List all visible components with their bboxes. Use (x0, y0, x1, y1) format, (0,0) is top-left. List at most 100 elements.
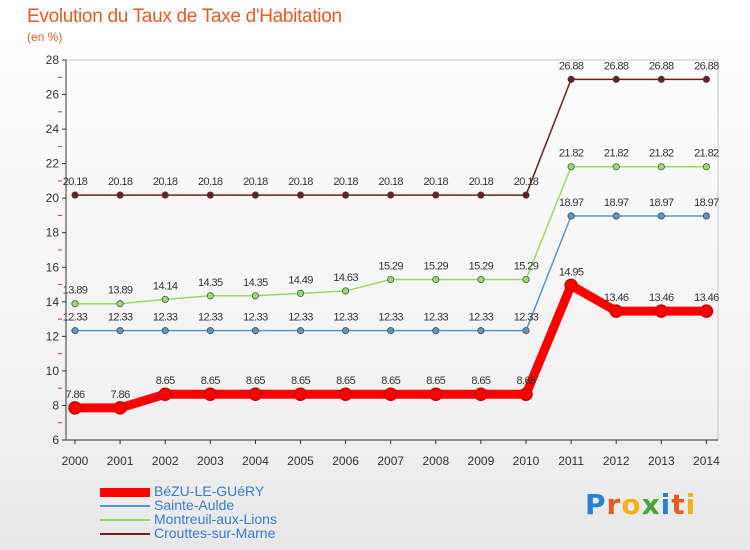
data-point (68, 401, 82, 415)
data-point (251, 292, 259, 300)
data-point (206, 327, 214, 335)
data-label: 14.49 (288, 274, 313, 286)
data-point (477, 327, 485, 335)
data-label: 20.18 (469, 176, 494, 188)
data-point (161, 191, 169, 199)
data-point (116, 191, 124, 199)
y-tick-label: 12 (46, 329, 60, 343)
x-tick-label: 2005 (287, 454, 314, 468)
data-label: 13.46 (649, 292, 674, 304)
data-label: 14.14 (153, 280, 178, 292)
data-point (567, 212, 575, 220)
data-point (248, 387, 263, 401)
data-label: 12.33 (288, 312, 313, 324)
data-point (654, 304, 669, 318)
y-tick-label: 8 (52, 398, 59, 412)
data-label: 26.88 (649, 60, 674, 72)
data-label: 8.65 (201, 375, 220, 387)
data-point (387, 275, 395, 284)
data-label: 12.33 (424, 312, 449, 324)
data-label: 8.65 (516, 375, 535, 387)
x-tick-label: 2008 (422, 454, 449, 468)
data-label: 21.82 (694, 148, 719, 160)
y-tick-label: 24 (46, 122, 60, 136)
logo-letter: x (641, 488, 661, 521)
page-subtitle: (en %) (27, 30, 63, 44)
data-label: 18.97 (559, 197, 584, 209)
data-point (522, 191, 530, 199)
legend-item: BéZU-LE-GUéRY (100, 483, 360, 499)
data-point (657, 75, 665, 83)
data-label: 8.65 (291, 375, 310, 387)
data-point (158, 387, 172, 401)
data-label: 20.18 (63, 176, 88, 188)
x-tick-label: 2000 (62, 454, 89, 468)
data-label: 26.88 (604, 60, 629, 72)
data-label: 12.33 (469, 312, 494, 324)
data-label: 12.33 (378, 312, 403, 324)
data-label: 20.18 (288, 176, 313, 188)
data-point (609, 304, 623, 318)
x-tick-label: 2011 (558, 454, 584, 468)
x-tick-label: 2001 (107, 454, 134, 468)
data-point (702, 163, 710, 171)
data-point (116, 327, 124, 335)
page-title: Evolution du Taux de Taxe d'Habitation (27, 6, 342, 27)
data-point (612, 75, 620, 83)
data-label: 14.95 (559, 266, 584, 278)
data-point (342, 327, 350, 335)
data-label: 8.65 (336, 375, 355, 387)
data-label: 20.18 (424, 176, 449, 188)
y-tick-label: 10 (46, 364, 60, 378)
data-label: 26.88 (694, 60, 719, 72)
legend-label: Montreuil-aux-Lions (154, 511, 277, 527)
data-label: 12.33 (333, 312, 358, 324)
data-point (432, 327, 440, 335)
data-label: 12.33 (153, 312, 178, 324)
x-tick-label: 2013 (648, 454, 675, 468)
data-point (71, 327, 79, 335)
legend-item: Sainte-Aulde (100, 497, 360, 513)
logo-letter: i (660, 488, 672, 521)
y-tick-label: 20 (46, 191, 60, 205)
y-tick-label: 14 (46, 295, 60, 309)
data-point (567, 75, 575, 83)
data-label: 8.65 (246, 375, 265, 387)
data-point (564, 278, 578, 293)
logo-letter: o (621, 488, 642, 521)
data-point (567, 163, 575, 171)
data-label: 20.18 (243, 176, 268, 188)
y-tick-label: 28 (46, 53, 60, 67)
data-point (432, 275, 440, 284)
data-point (702, 212, 710, 220)
data-label: 21.82 (649, 148, 674, 160)
data-label: 21.82 (559, 148, 584, 160)
data-label: 15.29 (469, 261, 494, 273)
data-point (251, 327, 259, 335)
data-label: 8.65 (381, 375, 400, 387)
data-label: 20.18 (108, 176, 133, 188)
data-label: 15.29 (514, 261, 539, 273)
data-label: 12.33 (243, 312, 268, 324)
y-tick-label: 18 (46, 226, 60, 240)
data-point (338, 387, 353, 401)
logo-letter: t (671, 488, 686, 521)
data-point (206, 191, 214, 199)
data-point (387, 191, 395, 199)
legend-swatch (100, 519, 150, 521)
data-point (522, 275, 530, 284)
data-point (477, 275, 485, 284)
data-label: 18.97 (604, 197, 629, 209)
data-label: 14.63 (333, 272, 358, 284)
data-label: 13.89 (108, 285, 133, 297)
x-tick-label: 2007 (377, 454, 404, 468)
data-point (702, 75, 710, 83)
data-point (699, 304, 714, 318)
data-label: 12.33 (198, 312, 223, 324)
data-point (296, 327, 305, 335)
logo-letter: r (606, 488, 622, 521)
data-point (519, 387, 533, 401)
data-label: 7.86 (65, 389, 84, 401)
data-label: 13.89 (63, 285, 88, 297)
